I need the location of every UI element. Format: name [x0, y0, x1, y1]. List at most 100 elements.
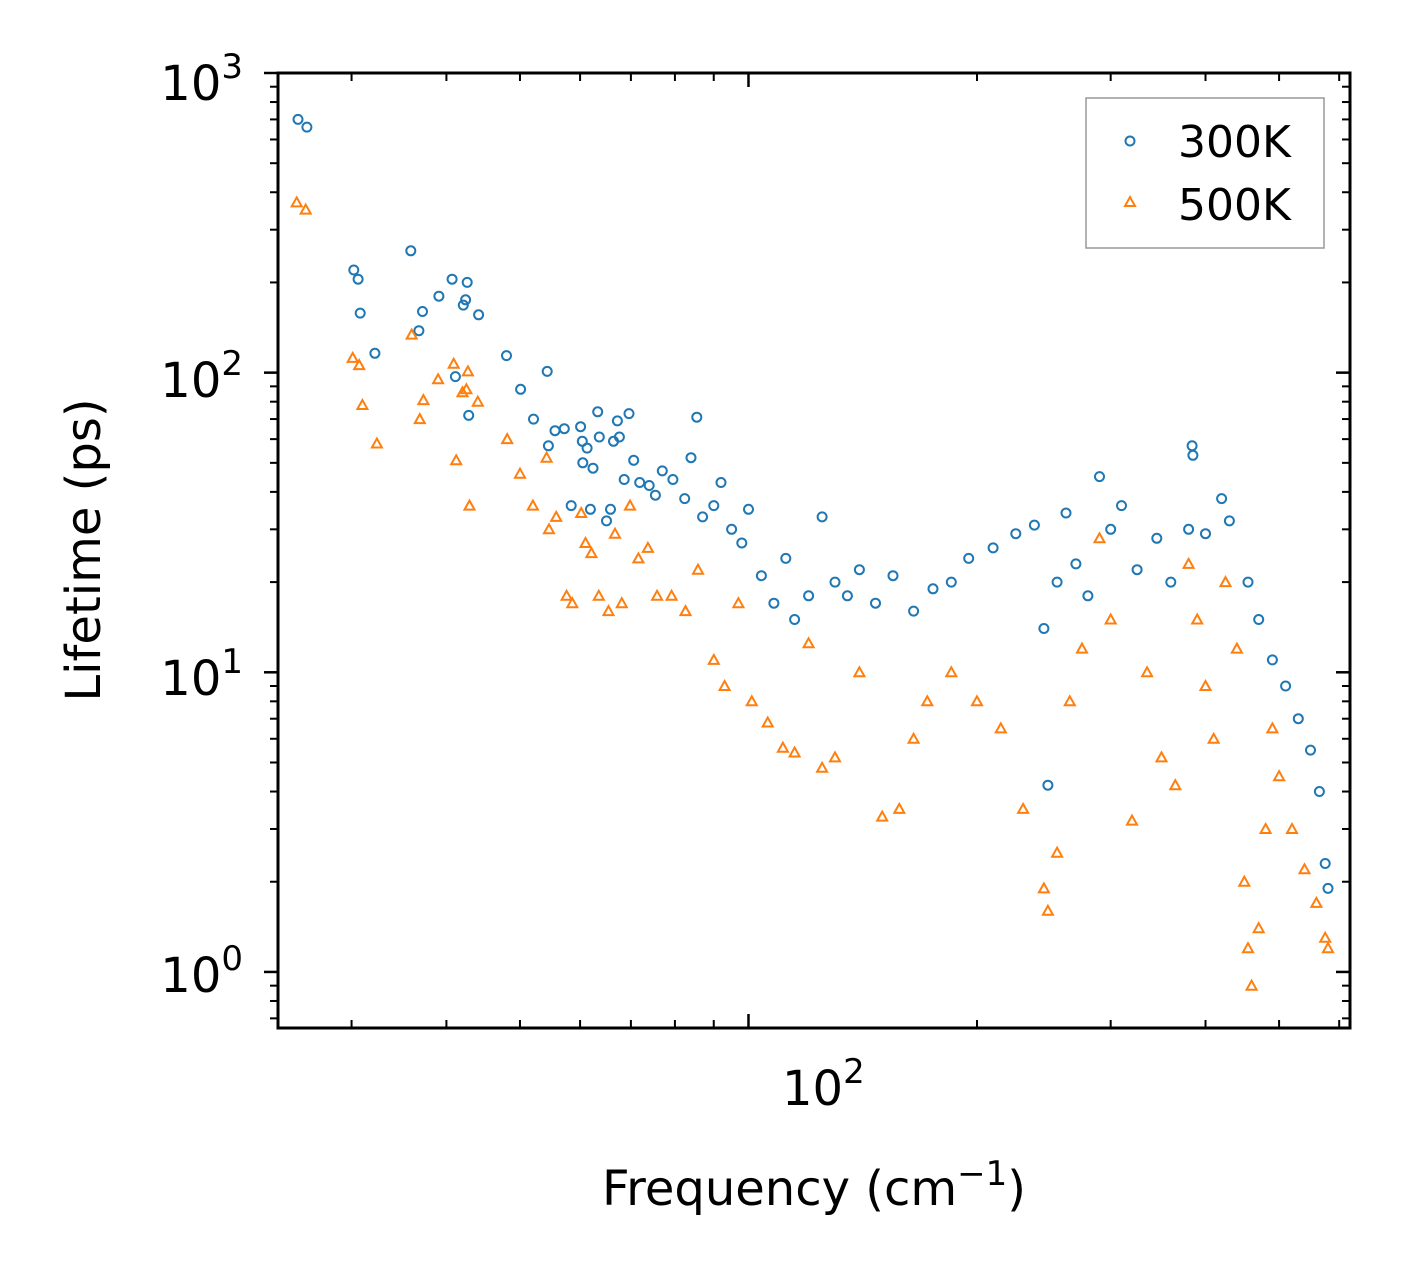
point-300k-13 [460, 294, 472, 306]
point-300k-99 [1322, 882, 1334, 894]
point-300k-2 [348, 264, 360, 276]
point-300k-73 [1038, 623, 1050, 634]
point-500k-77 [1244, 978, 1259, 991]
point-300k-10 [446, 273, 458, 285]
point-500k-12 [455, 385, 470, 398]
point-300k-77 [1070, 558, 1082, 570]
point-300k-81 [1116, 500, 1127, 512]
point-300k-84 [1165, 576, 1177, 588]
point-500k-50 [875, 809, 889, 822]
point-500k-36 [664, 588, 679, 601]
plot-frame [276, 71, 1352, 1030]
point-300k-54 [743, 503, 754, 515]
point-500k-74 [1230, 641, 1244, 654]
point-500k-59 [1041, 903, 1055, 916]
legend-box [1085, 97, 1325, 249]
point-500k-18 [513, 466, 527, 479]
point-500k-75 [1237, 874, 1251, 887]
point-300k-28 [581, 442, 593, 454]
point-500k-48 [828, 750, 842, 763]
legend-marker-300k [1124, 135, 1136, 147]
point-300k-21 [542, 440, 554, 452]
point-300k-16 [473, 309, 485, 321]
point-500k-63 [1092, 531, 1107, 544]
point-500k-67 [1154, 750, 1169, 763]
point-300k-48 [691, 411, 703, 423]
point-300k-92 [1253, 614, 1265, 625]
point-300k-82 [1131, 564, 1143, 576]
point-500k-65 [1125, 813, 1139, 826]
point-500k-85 [1318, 930, 1332, 943]
point-500k-13 [459, 382, 474, 395]
point-300k-30 [587, 462, 599, 474]
point-300k-34 [605, 503, 616, 515]
point-500k-55 [970, 694, 984, 707]
point-300k-0 [292, 113, 304, 125]
point-300k-20 [541, 365, 553, 377]
point-300k-63 [853, 564, 865, 576]
point-500k-46 [801, 636, 816, 649]
x-tick-label-1e2: 102 [782, 1052, 865, 1117]
point-500k-78 [1252, 921, 1266, 934]
point-500k-51 [892, 801, 906, 814]
point-500k-43 [761, 715, 775, 728]
point-300k-37 [613, 431, 625, 443]
point-300k-89 [1216, 493, 1228, 505]
point-500k-35 [650, 588, 664, 601]
point-300k-94 [1280, 680, 1292, 692]
point-300k-8 [417, 306, 428, 317]
point-300k-59 [803, 590, 815, 602]
point-500k-33 [631, 551, 646, 564]
point-300k-46 [679, 493, 691, 505]
y-tick-label-1e0: 100 [160, 939, 243, 1004]
point-300k-58 [789, 614, 801, 625]
point-300k-93 [1266, 654, 1278, 666]
point-300k-45 [667, 474, 679, 485]
point-300k-23 [558, 423, 570, 435]
point-300k-4 [354, 307, 366, 319]
point-300k-43 [649, 489, 661, 501]
point-300k-33 [601, 515, 612, 527]
x-axis-label: Frequency (cm−1) [602, 1154, 1026, 1217]
point-300k-85 [1183, 523, 1195, 535]
point-300k-3 [352, 273, 364, 285]
point-300k-47 [685, 452, 697, 464]
point-500k-61 [1063, 694, 1077, 707]
point-500k-47 [815, 760, 829, 773]
point-300k-65 [887, 570, 899, 582]
point-500k-68 [1168, 778, 1182, 791]
point-500k-6 [405, 327, 419, 340]
data-points [290, 113, 1335, 991]
point-500k-71 [1198, 678, 1213, 691]
point-300k-17 [501, 350, 512, 362]
point-300k-79 [1094, 471, 1105, 483]
point-300k-50 [708, 500, 720, 512]
point-500k-3 [352, 358, 366, 371]
point-300k-66 [908, 605, 920, 617]
point-300k-70 [987, 542, 999, 554]
point-300k-31 [592, 406, 604, 418]
legend-marker-500k [1123, 194, 1137, 207]
point-500k-0 [290, 195, 304, 208]
point-500k-21 [542, 522, 556, 535]
point-500k-56 [994, 721, 1008, 734]
point-500k-83 [1297, 862, 1312, 875]
point-500k-79 [1258, 821, 1273, 834]
point-300k-39 [623, 408, 635, 420]
point-500k-73 [1218, 575, 1233, 588]
point-500k-15 [462, 498, 477, 511]
point-500k-27 [584, 546, 599, 559]
point-500k-58 [1037, 881, 1051, 894]
point-300k-12 [457, 299, 469, 311]
point-500k-40 [717, 678, 732, 691]
point-500k-49 [852, 665, 867, 678]
point-300k-56 [768, 597, 780, 609]
point-300k-29 [584, 503, 596, 515]
point-300k-96 [1305, 744, 1316, 756]
point-500k-45 [787, 745, 802, 758]
legend: 300K 500K [1085, 97, 1325, 249]
point-300k-6 [405, 245, 417, 257]
point-500k-70 [1190, 612, 1204, 625]
point-300k-25 [575, 421, 587, 433]
point-300k-1 [301, 121, 313, 133]
